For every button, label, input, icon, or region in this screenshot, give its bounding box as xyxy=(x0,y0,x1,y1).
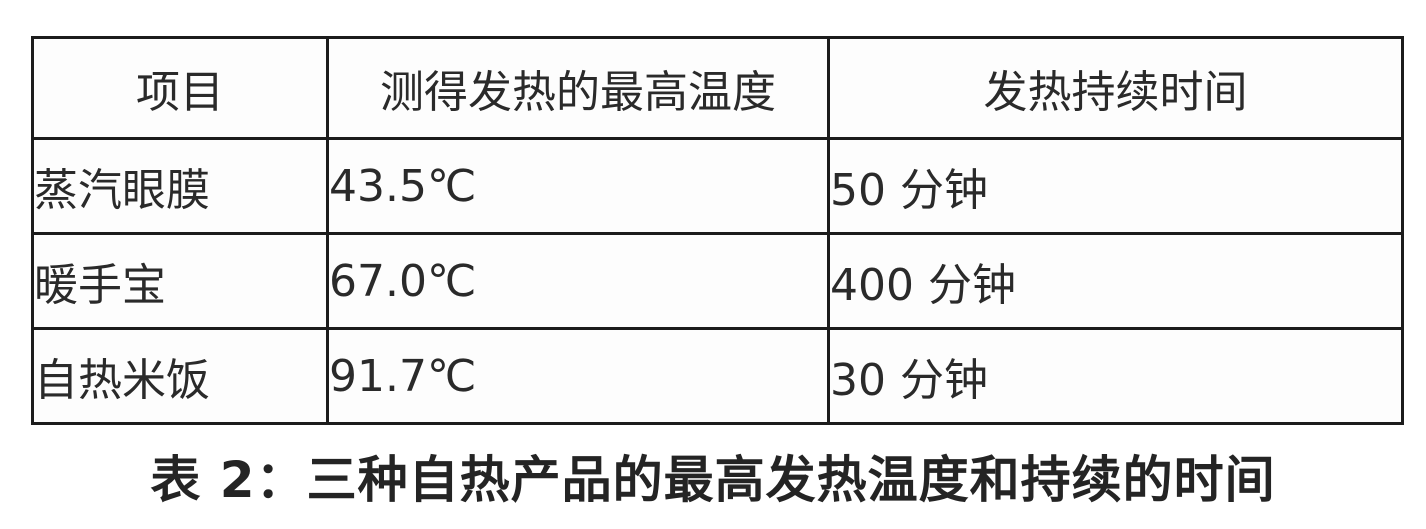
table-header-row: 项目 测得发热的最高温度 发热持续时间 xyxy=(31,36,1404,140)
temp-cell: 43.5℃ xyxy=(326,137,830,235)
table-caption: 表 2：三种自热产品的最高发热温度和持续的时间 xyxy=(150,451,1276,509)
temp-cell: 67.0℃ xyxy=(326,232,830,330)
table-row: 自热米饭 91.7℃ 30 分钟 xyxy=(31,327,1404,425)
table-row: 暖手宝 67.0℃ 400 分钟 xyxy=(31,232,1404,330)
header-cell-duration: 发热持续时间 xyxy=(827,36,1404,140)
table-row: 蒸汽眼膜 43.5℃ 50 分钟 xyxy=(31,137,1404,235)
item-cell: 自热米饭 xyxy=(31,327,329,425)
heat-products-table: 项目 测得发热的最高温度 发热持续时间 蒸汽眼膜 43.5℃ 50 分钟 暖手宝… xyxy=(31,36,1404,425)
item-cell: 蒸汽眼膜 xyxy=(31,137,329,235)
temp-cell: 91.7℃ xyxy=(326,327,830,425)
duration-cell: 50 分钟 xyxy=(827,137,1404,235)
duration-cell: 400 分钟 xyxy=(827,232,1404,330)
header-cell-item: 项目 xyxy=(31,36,329,140)
item-cell: 暖手宝 xyxy=(31,232,329,330)
duration-cell: 30 分钟 xyxy=(827,327,1404,425)
header-cell-max-temp: 测得发热的最高温度 xyxy=(326,36,830,140)
